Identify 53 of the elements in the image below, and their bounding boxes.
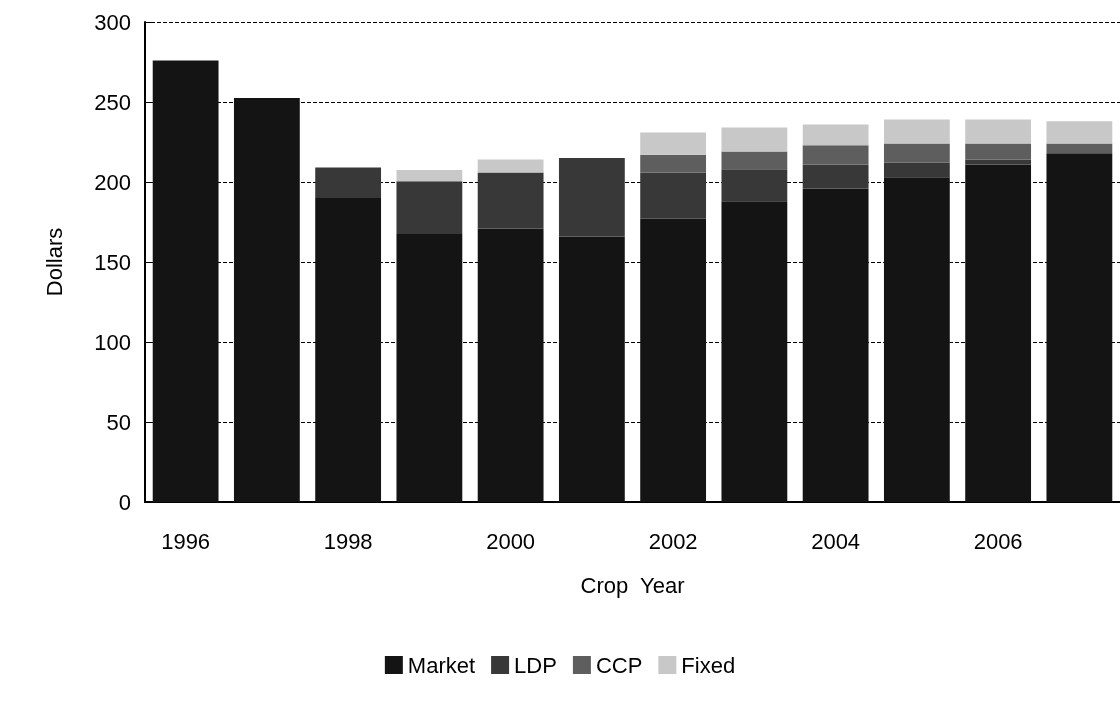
bar xyxy=(477,172,544,229)
x-axis-title: Crop Year xyxy=(580,572,685,598)
bar xyxy=(802,124,869,146)
bar xyxy=(883,177,950,502)
bar xyxy=(802,188,869,502)
bar xyxy=(558,158,625,237)
x-tick-label: 1998 xyxy=(323,528,373,554)
y-axis-title: Dollars xyxy=(41,227,67,297)
bar xyxy=(883,143,950,163)
y-tick-label: 200 xyxy=(94,169,131,195)
bar xyxy=(721,201,788,502)
bar xyxy=(396,181,463,234)
bar xyxy=(1046,121,1113,144)
bar xyxy=(477,228,544,502)
x-tick-label: 2006 xyxy=(973,528,1023,554)
bar xyxy=(152,60,219,502)
bar xyxy=(640,218,707,502)
legend-label: CCP xyxy=(595,652,643,678)
bar xyxy=(233,98,300,502)
legend-label: LDP xyxy=(514,652,557,678)
bar xyxy=(640,132,707,155)
bar xyxy=(883,119,950,144)
y-tick-label: 300 xyxy=(94,9,131,35)
bar xyxy=(883,162,950,178)
x-tick-label: 2004 xyxy=(811,528,861,554)
legend-label: Market xyxy=(407,652,476,678)
bar xyxy=(396,170,463,182)
bar xyxy=(1046,153,1113,502)
bar xyxy=(965,164,1032,502)
bar xyxy=(721,151,788,170)
x-tick-label: 2002 xyxy=(648,528,698,554)
bar xyxy=(640,154,707,173)
legend-label: Fixed xyxy=(681,652,736,678)
x-tick-label: 2000 xyxy=(486,528,536,554)
y-tick-label: 0 xyxy=(118,489,131,515)
bar xyxy=(1046,143,1113,154)
bar xyxy=(640,172,707,219)
bar xyxy=(965,119,1032,144)
y-tick-label: 100 xyxy=(94,329,131,355)
y-tick-label: 150 xyxy=(94,249,131,275)
bar xyxy=(558,236,625,502)
bar xyxy=(315,198,382,502)
bar xyxy=(802,164,869,189)
y-tick-label: 250 xyxy=(94,89,131,115)
x-tick-label: 1996 xyxy=(161,528,211,554)
bar xyxy=(477,159,544,173)
bar xyxy=(721,169,788,202)
bar xyxy=(802,145,869,165)
bar xyxy=(396,234,463,502)
y-tick-label: 50 xyxy=(106,409,131,435)
bar xyxy=(315,167,382,198)
bar xyxy=(721,127,788,152)
bar xyxy=(965,143,1032,160)
